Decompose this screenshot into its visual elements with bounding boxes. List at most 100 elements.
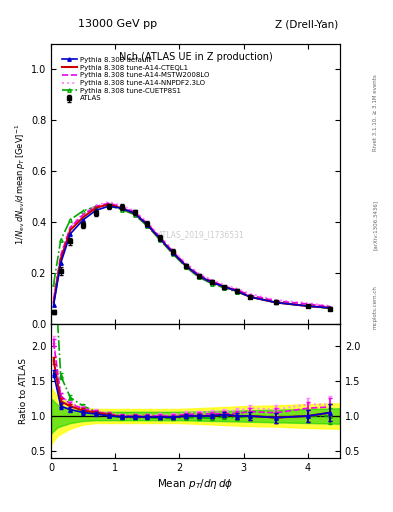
- Pythia 8.308 tune-CUETP8S1: [171, 251, 175, 258]
- Pythia 8.308 tune-A14-NNPDF2.3LO: [132, 208, 137, 214]
- Pythia 8.308 tune-A14-CTEQL1: [107, 201, 111, 207]
- Pythia 8.308 tune-A14-CTEQL1: [59, 257, 63, 263]
- Pythia 8.308 tune-A14-MSTW2008LO: [51, 296, 56, 303]
- Pythia 8.308 default: [274, 300, 278, 306]
- Pythia 8.308 tune-A14-CTEQL1: [328, 305, 333, 311]
- X-axis label: Mean $p_T/d\eta\,d\phi$: Mean $p_T/d\eta\,d\phi$: [157, 477, 234, 492]
- Pythia 8.308 tune-CUETP8S1: [235, 289, 240, 295]
- Pythia 8.308 tune-A14-NNPDF2.3LO: [158, 233, 163, 240]
- Text: Rivet 3.1.10, ≥ 3.1M events: Rivet 3.1.10, ≥ 3.1M events: [373, 74, 378, 151]
- Pythia 8.308 tune-CUETP8S1: [94, 203, 98, 209]
- Line: Pythia 8.308 tune-CUETP8S1: Pythia 8.308 tune-CUETP8S1: [52, 204, 332, 310]
- Pythia 8.308 tune-A14-CTEQL1: [145, 222, 150, 228]
- Pythia 8.308 tune-A14-NNPDF2.3LO: [305, 300, 310, 306]
- Pythia 8.308 tune-CUETP8S1: [222, 285, 227, 291]
- Pythia 8.308 tune-A14-MSTW2008LO: [94, 203, 98, 209]
- Pythia 8.308 tune-CUETP8S1: [68, 217, 73, 223]
- Pythia 8.308 tune-A14-CTEQL1: [235, 288, 240, 294]
- Pythia 8.308 tune-A14-MSTW2008LO: [145, 221, 150, 227]
- Text: 13000 GeV pp: 13000 GeV pp: [78, 19, 158, 29]
- Pythia 8.308 tune-A14-MSTW2008LO: [305, 301, 310, 307]
- Pythia 8.308 tune-CUETP8S1: [274, 300, 278, 306]
- Pythia 8.308 tune-A14-CTEQL1: [119, 205, 124, 211]
- Pythia 8.308 tune-A14-NNPDF2.3LO: [171, 247, 175, 253]
- Pythia 8.308 tune-A14-MSTW2008LO: [328, 304, 333, 310]
- Pythia 8.308 tune-CUETP8S1: [145, 223, 150, 229]
- Pythia 8.308 default: [235, 288, 240, 294]
- Y-axis label: $1/N_\mathrm{ev}\,dN_\mathrm{ev}/d\,\mathrm{mean}\,p_T\,[\mathrm{GeV}]^{-1}$: $1/N_\mathrm{ev}\,dN_\mathrm{ev}/d\,\mat…: [14, 123, 28, 245]
- Pythia 8.308 tune-A14-MSTW2008LO: [119, 204, 124, 210]
- Pythia 8.308 tune-A14-NNPDF2.3LO: [235, 286, 240, 292]
- Pythia 8.308 tune-A14-CTEQL1: [81, 214, 86, 220]
- Text: mcplots.cern.ch: mcplots.cern.ch: [373, 285, 378, 329]
- Pythia 8.308 tune-A14-NNPDF2.3LO: [94, 202, 98, 208]
- Pythia 8.308 tune-A14-NNPDF2.3LO: [274, 297, 278, 303]
- Pythia 8.308 tune-A14-MSTW2008LO: [171, 249, 175, 255]
- Pythia 8.308 default: [158, 236, 163, 242]
- Text: Nch (ATLAS UE in Z production): Nch (ATLAS UE in Z production): [119, 52, 272, 62]
- Pythia 8.308 default: [59, 260, 63, 266]
- Pythia 8.308 tune-A14-MSTW2008LO: [274, 298, 278, 304]
- Pythia 8.308 tune-A14-NNPDF2.3LO: [222, 282, 227, 288]
- Pythia 8.308 tune-CUETP8S1: [209, 281, 214, 287]
- Pythia 8.308 tune-CUETP8S1: [196, 274, 201, 280]
- Pythia 8.308 tune-CUETP8S1: [158, 237, 163, 243]
- Pythia 8.308 tune-A14-MSTW2008LO: [248, 292, 252, 298]
- Pythia 8.308 tune-A14-NNPDF2.3LO: [184, 260, 188, 266]
- Pythia 8.308 tune-A14-CTEQL1: [209, 279, 214, 285]
- Pythia 8.308 tune-A14-NNPDF2.3LO: [328, 303, 333, 309]
- Pythia 8.308 tune-A14-NNPDF2.3LO: [119, 203, 124, 209]
- Pythia 8.308 tune-A14-CTEQL1: [171, 250, 175, 256]
- Pythia 8.308 tune-CUETP8S1: [132, 211, 137, 218]
- Line: Pythia 8.308 tune-A14-MSTW2008LO: Pythia 8.308 tune-A14-MSTW2008LO: [54, 203, 331, 307]
- Y-axis label: Ratio to ATLAS: Ratio to ATLAS: [19, 358, 28, 424]
- Pythia 8.308 default: [132, 210, 137, 217]
- Pythia 8.308 tune-A14-CTEQL1: [184, 263, 188, 269]
- Pythia 8.308 default: [51, 302, 56, 308]
- Pythia 8.308 default: [107, 203, 111, 209]
- Pythia 8.308 default: [171, 250, 175, 256]
- Pythia 8.308 tune-A14-MSTW2008LO: [107, 200, 111, 206]
- Pythia 8.308 tune-A14-NNPDF2.3LO: [209, 276, 214, 283]
- Pythia 8.308 tune-A14-MSTW2008LO: [132, 209, 137, 215]
- Pythia 8.308 tune-A14-MSTW2008LO: [158, 234, 163, 241]
- Pythia 8.308 tune-A14-CTEQL1: [222, 284, 227, 290]
- Pythia 8.308 tune-A14-NNPDF2.3LO: [248, 291, 252, 297]
- Pythia 8.308 tune-A14-MSTW2008LO: [68, 224, 73, 230]
- Pythia 8.308 tune-A14-MSTW2008LO: [196, 271, 201, 278]
- Pythia 8.308 tune-CUETP8S1: [81, 208, 86, 214]
- Pythia 8.308 tune-A14-MSTW2008LO: [81, 211, 86, 218]
- Legend: Pythia 8.308 default, Pythia 8.308 tune-A14-CTEQL1, Pythia 8.308 tune-A14-MSTW20: Pythia 8.308 default, Pythia 8.308 tune-…: [61, 55, 211, 103]
- Pythia 8.308 tune-CUETP8S1: [184, 264, 188, 270]
- Pythia 8.308 default: [184, 263, 188, 269]
- Pythia 8.308 tune-A14-CTEQL1: [305, 303, 310, 309]
- Pythia 8.308 default: [81, 217, 86, 223]
- Pythia 8.308 default: [68, 231, 73, 237]
- Pythia 8.308 tune-A14-CTEQL1: [68, 227, 73, 233]
- Pythia 8.308 default: [222, 284, 227, 290]
- Pythia 8.308 tune-CUETP8S1: [59, 237, 63, 243]
- Text: Z (Drell-Yan): Z (Drell-Yan): [275, 19, 338, 29]
- Pythia 8.308 tune-A14-NNPDF2.3LO: [51, 296, 56, 302]
- Pythia 8.308 tune-A14-CTEQL1: [132, 210, 137, 217]
- Pythia 8.308 default: [94, 207, 98, 214]
- Pythia 8.308 tune-A14-MSTW2008LO: [184, 261, 188, 267]
- Pythia 8.308 tune-A14-NNPDF2.3LO: [196, 270, 201, 276]
- Pythia 8.308 tune-A14-MSTW2008LO: [235, 287, 240, 293]
- Line: Pythia 8.308 default: Pythia 8.308 default: [52, 204, 332, 310]
- Pythia 8.308 tune-CUETP8S1: [248, 294, 252, 300]
- Pythia 8.308 default: [145, 222, 150, 228]
- Pythia 8.308 tune-CUETP8S1: [328, 306, 333, 312]
- Pythia 8.308 default: [248, 294, 252, 300]
- Pythia 8.308 tune-A14-CTEQL1: [248, 294, 252, 300]
- Line: Pythia 8.308 tune-A14-CTEQL1: Pythia 8.308 tune-A14-CTEQL1: [54, 204, 331, 308]
- Text: ATLAS_2019_I1736531: ATLAS_2019_I1736531: [158, 230, 245, 239]
- Pythia 8.308 tune-A14-CTEQL1: [51, 300, 56, 306]
- Pythia 8.308 tune-A14-CTEQL1: [158, 236, 163, 242]
- Pythia 8.308 tune-A14-NNPDF2.3LO: [68, 223, 73, 229]
- Pythia 8.308 tune-A14-NNPDF2.3LO: [145, 219, 150, 225]
- Pythia 8.308 tune-A14-CTEQL1: [94, 205, 98, 211]
- Pythia 8.308 tune-A14-MSTW2008LO: [222, 283, 227, 289]
- Text: [arXiv:1306.3436]: [arXiv:1306.3436]: [373, 200, 378, 250]
- Pythia 8.308 tune-A14-NNPDF2.3LO: [107, 199, 111, 205]
